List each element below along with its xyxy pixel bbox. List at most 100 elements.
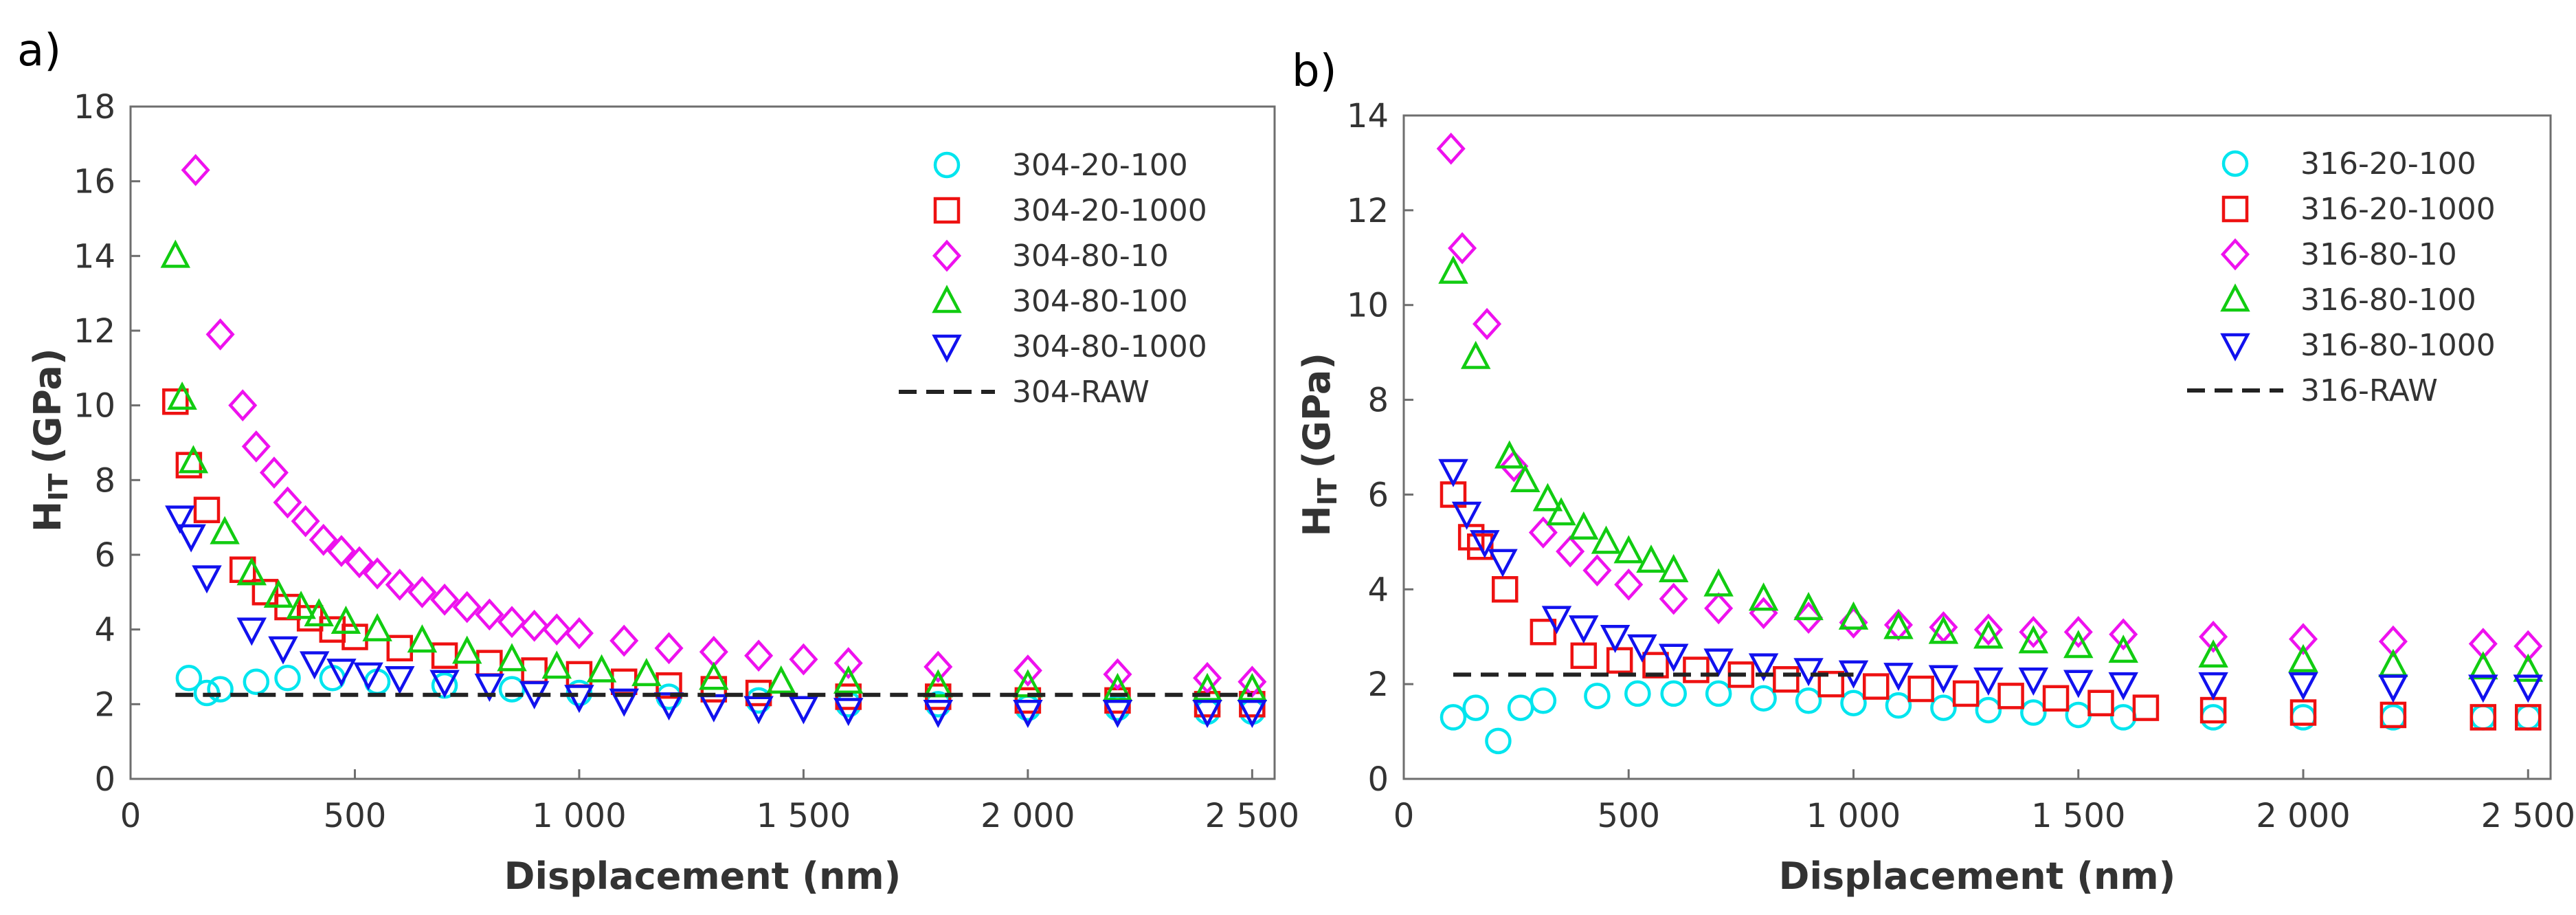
data-point	[2513, 674, 2544, 703]
data-point	[1907, 675, 1934, 703]
data-point	[1472, 307, 1502, 340]
legend-label: 304-20-100	[1012, 148, 1188, 183]
data-point	[2288, 643, 2318, 672]
legend-label: 316-20-100	[2300, 146, 2476, 181]
legend-label: 316-RAW	[2300, 373, 2438, 408]
data-point	[1460, 340, 1491, 369]
x-tick-label: 1 000	[532, 797, 626, 835]
data-point	[1658, 643, 1689, 672]
data-point	[181, 154, 210, 186]
data-point	[2108, 635, 2138, 663]
data-point	[564, 685, 594, 714]
series-304-80-100	[160, 239, 1268, 701]
legend-symbol	[2220, 238, 2250, 271]
data-point	[274, 665, 301, 692]
data-point	[1703, 648, 1734, 677]
legend-label: 304-RAW	[1012, 375, 1150, 410]
data-point	[923, 699, 954, 729]
data-point	[653, 692, 684, 721]
data-point	[2198, 672, 2228, 701]
data-point	[1885, 692, 1912, 719]
y-axis-title-sub: IT	[1312, 478, 1343, 505]
data-point	[519, 609, 549, 642]
data-point	[1013, 699, 1043, 729]
data-point	[1703, 568, 1734, 597]
legend-item: 304-80-1000	[932, 329, 1207, 364]
data-point	[1660, 680, 1687, 707]
data-point	[236, 557, 267, 586]
data-point	[1530, 619, 1557, 646]
data-point	[1467, 533, 1494, 560]
y-axis-title-unit: (GPa)	[1295, 353, 1339, 468]
data-point	[1013, 654, 1042, 687]
data-point	[2515, 704, 2542, 731]
data-point	[789, 643, 818, 676]
data-point	[2019, 615, 2048, 648]
data-point	[1795, 687, 1822, 714]
legend-item: 304-80-100	[932, 284, 1188, 319]
data-point	[1546, 497, 1576, 526]
data-point	[385, 666, 415, 695]
legend-item: 316-80-10	[2220, 237, 2457, 272]
data-point	[2109, 618, 2138, 651]
data-point	[1541, 606, 1572, 635]
data-point	[1237, 672, 1268, 701]
data-point	[2469, 704, 2497, 731]
data-point	[2379, 701, 2407, 729]
x-axis-title: Displacement (nm)	[1779, 855, 2176, 898]
data-point	[2288, 623, 2318, 656]
data-point	[1840, 690, 1867, 716]
data-point	[1492, 576, 1519, 603]
data-point	[1973, 668, 2004, 696]
data-point	[1883, 610, 1914, 639]
data-point	[1705, 680, 1732, 707]
data-point	[2108, 672, 2138, 701]
data-point	[385, 569, 414, 601]
data-point	[165, 505, 195, 534]
data-point	[207, 676, 234, 703]
data-point	[175, 665, 203, 692]
data-point	[1997, 683, 2024, 709]
data-point	[497, 643, 527, 672]
legend-symbol	[932, 285, 962, 313]
legend-item: 316-20-1000	[2221, 192, 2496, 227]
data-point	[2018, 625, 2049, 654]
data-point	[1928, 665, 1959, 694]
plot-frame	[129, 105, 1276, 780]
data-point	[263, 579, 294, 608]
data-point	[1584, 683, 1611, 709]
data-point	[2513, 653, 2544, 682]
data-point	[541, 650, 572, 679]
chart-panel-a: a) 0 500 1 000 1 500 2 000 2 500 0 2 4 6 8 10 12 14 16 1…	[17, 25, 1299, 898]
y-tick-label: 12	[74, 312, 115, 351]
data-point	[1793, 592, 1824, 621]
data-point	[1438, 255, 1468, 284]
y-tick-label: 2	[1367, 665, 1389, 704]
data-point	[2065, 701, 2092, 729]
series-304-80-10	[181, 154, 1267, 698]
y-tick-label: 14	[74, 237, 115, 276]
data-point	[2289, 699, 2317, 726]
data-point	[430, 583, 460, 616]
data-point	[291, 505, 320, 538]
data-point	[362, 613, 392, 641]
x-axis-title: Displacement (nm)	[504, 855, 901, 898]
data-point	[243, 668, 270, 695]
data-point	[1636, 544, 1666, 573]
legend-symbol	[932, 239, 962, 272]
data-point	[228, 389, 258, 422]
data-point	[2288, 672, 2318, 701]
x-tick-label: 2 000	[981, 797, 1075, 835]
data-point	[1532, 483, 1563, 511]
data-point	[193, 496, 221, 524]
data-point	[1499, 450, 1529, 483]
y-axis-title-main: H	[26, 501, 69, 532]
data-point	[1748, 582, 1779, 611]
legend-label: 304-80-100	[1012, 284, 1188, 319]
data-point	[1507, 694, 1534, 721]
data-point	[474, 673, 505, 702]
data-point	[475, 598, 504, 631]
data-point	[192, 565, 222, 594]
data-point	[1606, 647, 1633, 674]
